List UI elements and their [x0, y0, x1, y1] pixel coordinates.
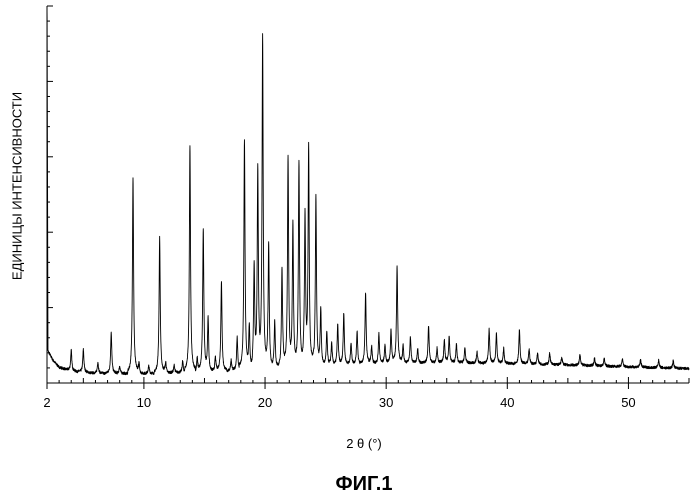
- diffraction-trace: [47, 6, 689, 375]
- y-axis-title: ЕДИНИЦЫ ИНТЕНСИВНОСТИ: [9, 92, 24, 280]
- x-tick-label: 50: [621, 395, 635, 410]
- x-tick-label: 20: [258, 395, 272, 410]
- x-tick-label: 2: [43, 395, 50, 410]
- x-tick-label: 40: [500, 395, 514, 410]
- x-tick-label: 30: [379, 395, 393, 410]
- figure-caption: ФИГ.1: [336, 473, 393, 495]
- x-tick-label: 10: [137, 395, 151, 410]
- x-axis-title: 2 θ (°): [346, 436, 382, 451]
